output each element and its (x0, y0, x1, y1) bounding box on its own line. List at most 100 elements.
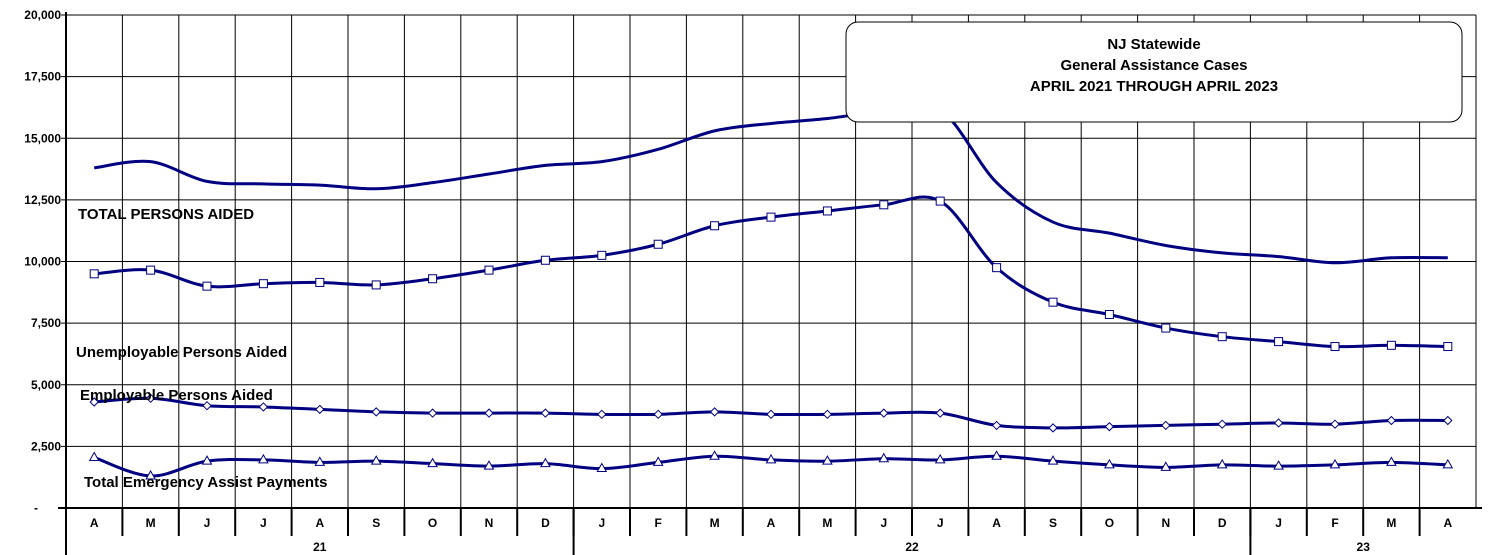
data-point-square (1104, 309, 1114, 319)
data-point-diamond (1104, 421, 1115, 432)
data-point-triangle (652, 456, 664, 466)
data-point-diamond (315, 404, 325, 415)
x-tick-label: A (992, 516, 1001, 530)
y-tick-label: 10,000 (24, 255, 61, 269)
x-tick-label: J (598, 516, 605, 530)
data-point-triangle (1386, 456, 1397, 466)
data-point-diamond (822, 409, 833, 420)
series-labels: TOTAL PERSONS AIDED Unemployable Persons… (76, 206, 327, 491)
data-point-square (1217, 332, 1227, 342)
data-point-triangle (878, 452, 890, 463)
data-point-diamond (935, 408, 945, 418)
x-tick-label: D (1218, 516, 1227, 530)
data-point-square (935, 196, 945, 206)
series-group (88, 103, 1454, 480)
x-tick-label: D (541, 516, 550, 530)
data-point-square (258, 279, 268, 289)
data-point-square (315, 277, 325, 287)
x-tick-label: M (710, 516, 720, 530)
data-point-diamond (879, 408, 889, 418)
x-tick-label: A (767, 516, 776, 530)
data-point-diamond (427, 408, 438, 418)
y-tick-label: 5,000 (31, 378, 61, 392)
x-tick-label: M (1386, 516, 1396, 530)
chart-title-line-3: APRIL 2021 THROUGH APRIL 2023 (1030, 78, 1278, 95)
y-tick-label: 12,500 (24, 193, 61, 207)
data-point-square (202, 281, 212, 291)
data-point-square (484, 265, 494, 275)
data-point-diamond (991, 420, 1002, 431)
data-point-diamond (1386, 415, 1397, 426)
data-point-triangle (1216, 458, 1228, 469)
data-point-triangle (991, 450, 1002, 460)
x-tick-label: A (315, 516, 324, 530)
data-point-diamond (1048, 423, 1058, 433)
year-label: 22 (905, 540, 919, 554)
x-tick-label: S (372, 516, 380, 530)
y-tick-label: 2,500 (31, 439, 61, 453)
x-tick-label: J (1275, 516, 1282, 530)
data-point-triangle (314, 456, 326, 466)
x-tick-label: F (655, 516, 662, 530)
x-tick-label: M (822, 516, 832, 530)
x-tick-label: O (1105, 516, 1114, 530)
series-label-total-persons: TOTAL PERSONS AIDED (78, 206, 254, 223)
data-point-square (89, 269, 99, 279)
data-point-triangle (1273, 460, 1284, 470)
data-point-square (1443, 342, 1453, 352)
series-3 (89, 393, 1453, 433)
data-point-triangle (596, 462, 608, 473)
data-point-triangle (370, 455, 382, 465)
data-point-triangle (765, 453, 777, 464)
series-1 (94, 103, 1448, 265)
data-point-triangle (427, 457, 438, 468)
data-point-square (1274, 337, 1284, 347)
data-point-square (1386, 340, 1396, 350)
data-point-square (371, 280, 381, 290)
data-point-square (1161, 323, 1171, 333)
series-line (94, 103, 1448, 265)
series-2 (89, 195, 1453, 352)
chart-title-line-1: NJ Statewide (1107, 36, 1200, 53)
data-point-triangle (483, 460, 495, 470)
data-point-diamond (371, 407, 381, 417)
x-tick-label: N (1161, 516, 1170, 530)
x-tick-label: F (1331, 516, 1338, 530)
data-point-square (540, 255, 550, 265)
x-tick-label: J (204, 516, 211, 530)
data-point-triangle (88, 451, 100, 461)
data-point-square (146, 265, 156, 275)
data-point-diamond (709, 407, 720, 417)
x-tick-label: A (90, 516, 99, 530)
data-point-diamond (766, 409, 776, 420)
chart-title-line-2: General Assistance Cases (1060, 57, 1247, 74)
y-tick-label: 7,500 (31, 316, 61, 330)
y-tick-label: 15,000 (24, 131, 61, 145)
data-point-square (597, 250, 607, 260)
data-point-square (710, 221, 720, 231)
data-point-triangle (1442, 458, 1454, 469)
data-point-diamond (484, 408, 494, 418)
x-tick-label: J (937, 516, 944, 530)
data-point-diamond (597, 409, 607, 420)
data-point-diamond (653, 409, 663, 420)
chart-title-box: NJ Statewide General Assistance Cases AP… (845, 21, 1463, 123)
axes: - 2,500 5,000 7,500 10,000 12,500 15,000 17,500… (24, 8, 1482, 555)
data-point-square (992, 263, 1002, 273)
series-4 (88, 450, 1454, 480)
data-point-triangle (258, 453, 269, 464)
x-tick-label: A (1443, 516, 1452, 530)
data-point-diamond (89, 397, 99, 407)
data-point-diamond (1330, 419, 1340, 429)
data-point-triangle (822, 455, 833, 465)
data-point-diamond (258, 402, 269, 412)
x-tick-label: S (1049, 516, 1057, 530)
x-tick-label: N (485, 516, 494, 530)
data-point-diamond (540, 408, 551, 418)
y-tick-label: 20,000 (24, 8, 61, 22)
x-tick-label: O (428, 516, 437, 530)
data-point-diamond (1161, 420, 1171, 431)
data-point-square (1330, 342, 1340, 352)
data-point-diamond (202, 400, 212, 411)
